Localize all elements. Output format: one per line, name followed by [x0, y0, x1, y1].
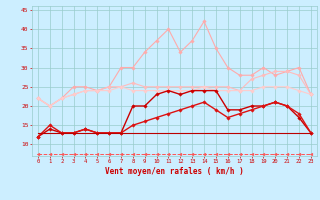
X-axis label: Vent moyen/en rafales ( km/h ): Vent moyen/en rafales ( km/h ): [105, 167, 244, 176]
